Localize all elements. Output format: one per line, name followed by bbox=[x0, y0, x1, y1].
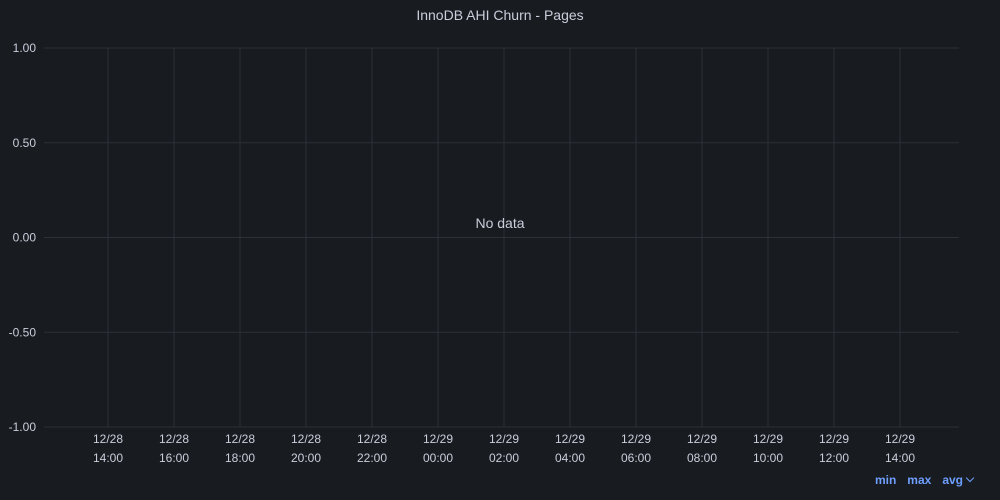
x-tick-time-label: 06:00 bbox=[621, 451, 651, 465]
legend-max-toggle[interactable]: max bbox=[907, 473, 932, 487]
x-tick-date-label: 12/28 bbox=[93, 432, 123, 446]
y-tick-label: 0.00 bbox=[13, 231, 37, 245]
x-tick-time-label: 10:00 bbox=[753, 451, 783, 465]
x-tick-date-label: 12/28 bbox=[291, 432, 321, 446]
x-tick-time-label: 14:00 bbox=[885, 451, 915, 465]
x-tick-date-label: 12/29 bbox=[555, 432, 585, 446]
x-tick-date-label: 12/29 bbox=[885, 432, 915, 446]
x-tick-time-label: 12:00 bbox=[819, 451, 849, 465]
chevron-down-icon bbox=[965, 473, 975, 483]
x-tick-date-label: 12/29 bbox=[489, 432, 519, 446]
x-tick-time-label: 18:00 bbox=[225, 451, 255, 465]
x-tick-date-label: 12/29 bbox=[819, 432, 849, 446]
no-data-message: No data bbox=[475, 215, 525, 231]
legend-avg-label: avg bbox=[942, 473, 963, 487]
x-tick-date-label: 12/28 bbox=[357, 432, 387, 446]
legend-min-toggle[interactable]: min bbox=[874, 473, 897, 487]
x-tick-time-label: 14:00 bbox=[93, 451, 123, 465]
y-tick-label: -0.50 bbox=[9, 325, 37, 339]
x-tick-time-label: 02:00 bbox=[489, 451, 519, 465]
x-tick-date-label: 12/28 bbox=[159, 432, 189, 446]
x-tick-date-label: 12/29 bbox=[687, 432, 717, 446]
x-tick-date-label: 12/29 bbox=[621, 432, 651, 446]
x-tick-date-label: 12/28 bbox=[225, 432, 255, 446]
x-tick-date-label: 12/29 bbox=[753, 432, 783, 446]
x-tick-date-label: 12/29 bbox=[423, 432, 453, 446]
chart-title: InnoDB AHI Churn - Pages bbox=[416, 7, 584, 23]
y-tick-label: 0.50 bbox=[13, 136, 37, 150]
x-tick-time-label: 08:00 bbox=[687, 451, 717, 465]
x-tick-time-label: 20:00 bbox=[291, 451, 321, 465]
legend-avg-toggle[interactable]: avg bbox=[942, 473, 975, 487]
y-tick-label: -1.00 bbox=[9, 420, 37, 434]
legend-sort-controls: min max avg bbox=[874, 473, 975, 487]
y-tick-label: 1.00 bbox=[13, 41, 37, 55]
x-tick-time-label: 00:00 bbox=[423, 451, 453, 465]
x-tick-time-label: 16:00 bbox=[159, 451, 189, 465]
x-tick-time-label: 22:00 bbox=[357, 451, 387, 465]
x-tick-time-label: 04:00 bbox=[555, 451, 585, 465]
